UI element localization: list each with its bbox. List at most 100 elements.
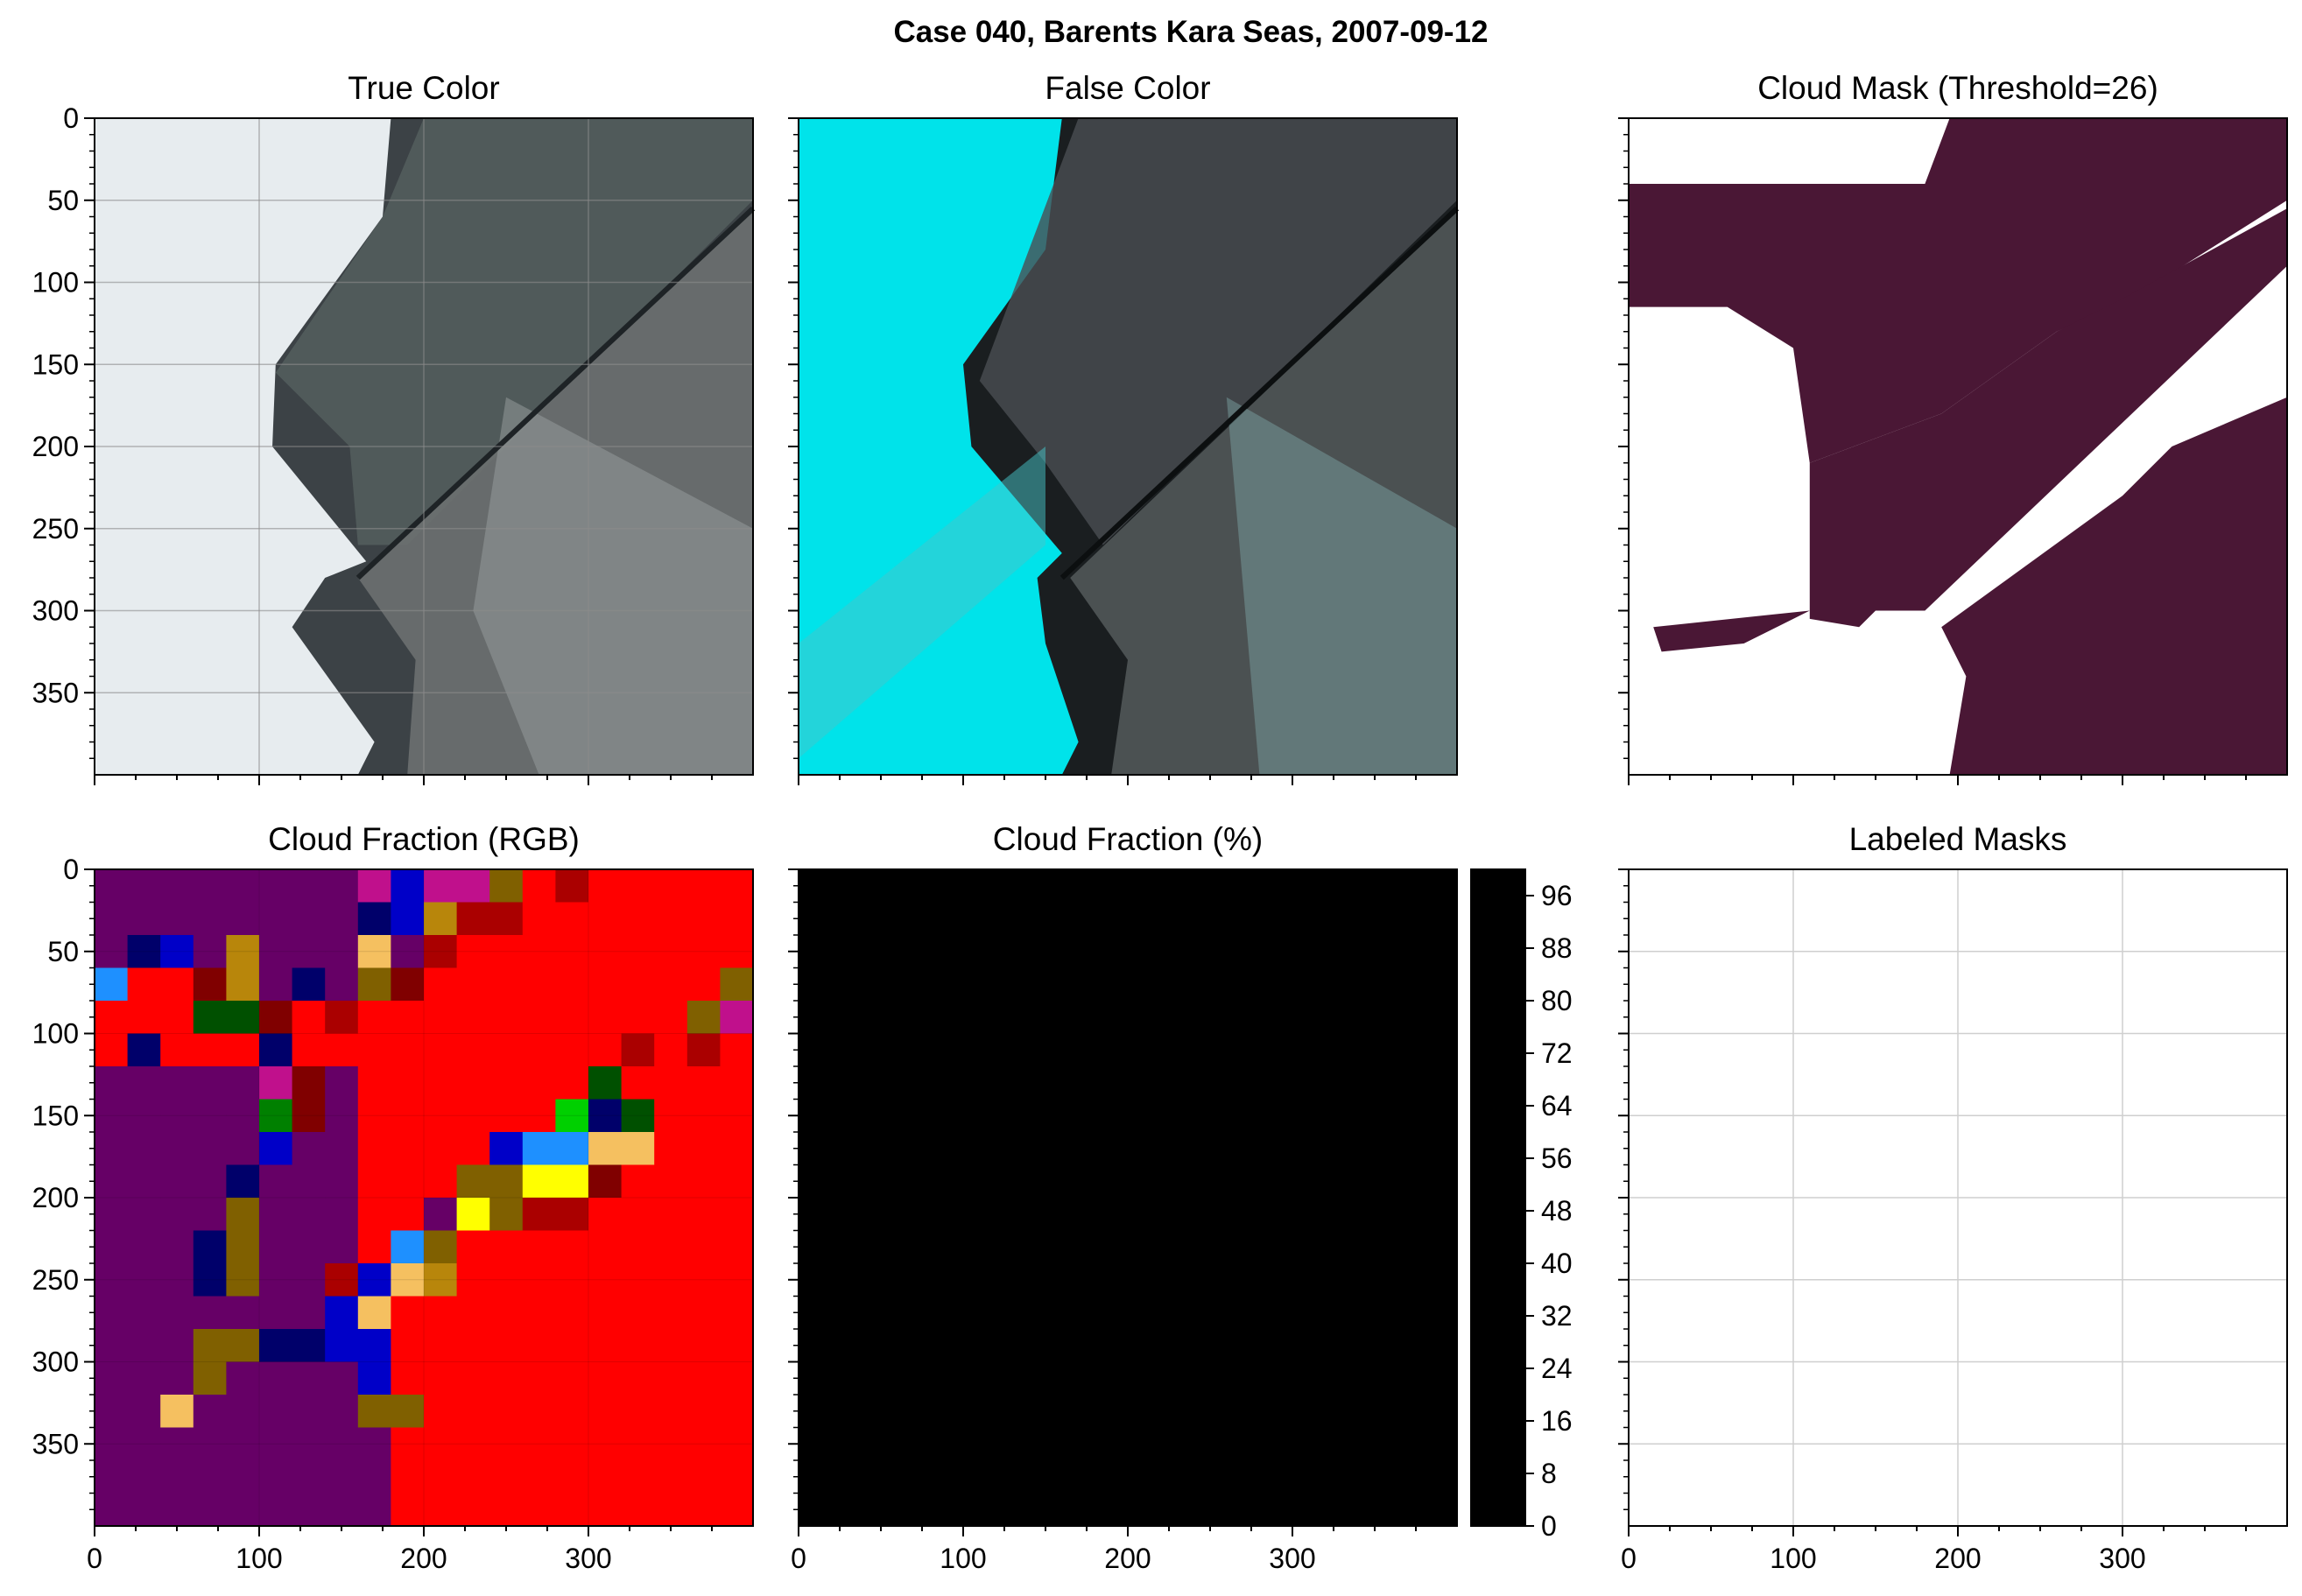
heatmap-cell <box>1325 1230 1359 1264</box>
panel-1: True Color 0 50 100 150 200 250 300 350 <box>32 70 756 785</box>
heatmap-cell <box>456 1460 490 1494</box>
y-tick-label: 350 <box>32 677 79 708</box>
heatmap-cell <box>456 869 490 903</box>
heatmap-cell <box>193 1230 227 1264</box>
heatmap-cell <box>621 1296 655 1330</box>
heatmap-cell <box>1325 1198 1359 1232</box>
heatmap-cell <box>930 1001 964 1035</box>
heatmap-cell <box>522 1164 556 1199</box>
heatmap-cell <box>555 1460 589 1494</box>
heatmap-cell <box>555 1361 589 1396</box>
heatmap-cell <box>720 1460 754 1494</box>
heatmap-cell <box>996 1329 1030 1363</box>
heatmap-cell <box>1259 1361 1293 1396</box>
heatmap-cell <box>897 1329 931 1363</box>
heatmap-cell <box>259 1198 293 1232</box>
heatmap-cell <box>799 935 833 969</box>
heatmap-cell <box>930 1164 964 1199</box>
heatmap-cell <box>160 1263 194 1297</box>
heatmap-cell <box>1292 1198 1327 1232</box>
heatmap-cell <box>864 1198 898 1232</box>
heatmap-cell <box>1061 1460 1095 1494</box>
heatmap-cell <box>456 902 490 936</box>
panel-title: Labeled Masks <box>1849 821 2067 857</box>
heatmap-cell <box>588 1329 623 1363</box>
heatmap-cell <box>654 1329 688 1363</box>
heatmap-cell <box>522 1132 556 1166</box>
heatmap-cell <box>226 1132 260 1166</box>
cloud-streets <box>275 118 753 545</box>
heatmap-cell <box>963 869 997 903</box>
heatmap-cell <box>1292 1296 1327 1330</box>
heatmap-cell <box>160 1361 194 1396</box>
heatmap-cell <box>686 1329 721 1363</box>
heatmap-cell <box>259 1001 293 1035</box>
heatmap-cell <box>1390 967 1425 1002</box>
heatmap-cell <box>621 1427 655 1461</box>
heatmap-cell <box>1292 1361 1327 1396</box>
heatmap-cell <box>127 935 161 969</box>
heatmap-cell <box>621 869 655 903</box>
heatmap-cell <box>259 1361 293 1396</box>
heatmap-cell <box>456 1493 490 1527</box>
heatmap-cell <box>325 1001 359 1035</box>
heatmap-cell <box>588 1164 623 1199</box>
heatmap-cell <box>621 902 655 936</box>
heatmap-cell <box>95 1361 129 1396</box>
heatmap-cell <box>1292 967 1327 1002</box>
heatmap-cell <box>160 1164 194 1199</box>
heatmap-cell <box>95 1033 129 1067</box>
heatmap-cell <box>391 1132 425 1166</box>
heatmap-cell <box>193 1493 227 1527</box>
heatmap-cell <box>720 1033 754 1067</box>
heatmap-cell <box>1128 902 1162 936</box>
heatmap-cell <box>1424 1361 1458 1396</box>
heatmap-cell <box>588 1001 623 1035</box>
heatmap-cell <box>864 1493 898 1527</box>
heatmap-cell <box>686 1198 721 1232</box>
heatmap-cell <box>799 1329 833 1363</box>
heatmap-cell <box>588 902 623 936</box>
heatmap-cell <box>864 1263 898 1297</box>
heatmap-cell <box>292 1132 326 1166</box>
heatmap-cell <box>226 1198 260 1232</box>
heatmap-cell <box>1325 935 1359 969</box>
x-tick-label: 300 <box>2099 1543 2145 1574</box>
heatmap-cell <box>720 1296 754 1330</box>
heatmap-cell <box>1128 1296 1162 1330</box>
heatmap-cell <box>391 935 425 969</box>
heatmap-cell <box>489 1066 524 1100</box>
heatmap-cell <box>95 1066 129 1100</box>
heatmap-cell <box>1226 1033 1260 1067</box>
heatmap-cell <box>456 1198 490 1232</box>
heatmap-cell <box>325 1427 359 1461</box>
heatmap-cell <box>1424 1493 1458 1527</box>
heatmap-cell <box>1160 967 1194 1002</box>
colorbar-segment <box>1471 974 1525 1002</box>
heatmap-cell <box>1095 1329 1129 1363</box>
heatmap-cell <box>654 902 688 936</box>
heatmap-cell <box>654 1132 688 1166</box>
heatmap-cell <box>654 1198 688 1232</box>
heatmap-cell <box>226 1263 260 1297</box>
heatmap-cell <box>1061 1066 1095 1100</box>
heatmap-cell <box>127 1198 161 1232</box>
heatmap-cell <box>424 1132 458 1166</box>
heatmap-cell <box>1061 1395 1095 1429</box>
heatmap-cell <box>1095 1395 1129 1429</box>
heatmap-cell <box>686 1361 721 1396</box>
heatmap-cell <box>1292 935 1327 969</box>
heatmap-cell <box>1358 967 1392 1002</box>
heatmap-cell <box>127 1033 161 1067</box>
heatmap-cell <box>831 1198 865 1232</box>
heatmap-cell <box>1095 1132 1129 1166</box>
heatmap-cell <box>930 1230 964 1264</box>
heatmap-cell <box>1358 1099 1392 1133</box>
heatmap-cell <box>127 1460 161 1494</box>
heatmap-cell <box>1325 1132 1359 1166</box>
heatmap-cell <box>95 1460 129 1494</box>
heatmap-cell <box>226 1460 260 1494</box>
panel-6: Labeled Masks 0 100 200 300 <box>1618 821 2288 1574</box>
heatmap-cell <box>1390 1001 1425 1035</box>
colorbar-segment <box>1471 1158 1525 1185</box>
